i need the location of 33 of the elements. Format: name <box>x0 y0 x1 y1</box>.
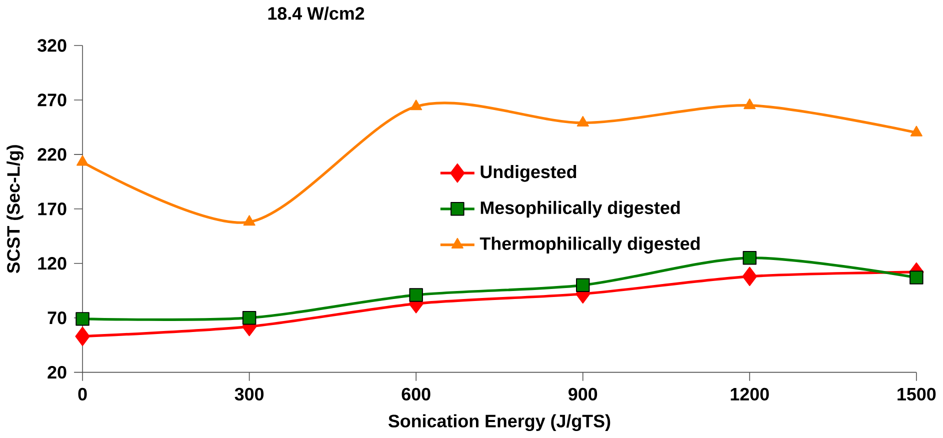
y-tick-label: 70 <box>48 312 66 324</box>
point <box>76 312 90 326</box>
legend-label: Thermophilically digested <box>480 236 700 254</box>
point <box>76 155 89 166</box>
x-axis-title: Sonication Energy (J/gTS) <box>388 414 610 432</box>
x-tick-label: 300 <box>234 388 264 401</box>
point <box>742 251 757 265</box>
point <box>409 288 423 302</box>
legend-label: Mesophilically digested <box>480 201 680 218</box>
point <box>243 215 256 226</box>
y-axis-title: SCST (Sec-L/g) <box>6 145 24 274</box>
x-tick-label: 900 <box>568 388 598 401</box>
point <box>910 270 924 285</box>
point <box>242 311 256 325</box>
x-tick-label: 1200 <box>730 388 769 401</box>
point <box>576 278 590 292</box>
point <box>410 100 422 110</box>
legend-label: Undigested <box>480 165 576 182</box>
y-tick-label: 220 <box>38 148 66 161</box>
point <box>744 98 756 110</box>
point <box>742 266 758 286</box>
y-tick-label: 120 <box>38 257 66 270</box>
point <box>576 116 589 127</box>
x-tick-label: 600 <box>402 388 430 401</box>
x-tick-label: 1500 <box>898 388 936 401</box>
y-tick-label: 320 <box>38 39 66 52</box>
point <box>910 126 922 137</box>
y-tick-label: 270 <box>38 94 66 106</box>
y-tick-label: 170 <box>38 202 66 216</box>
point <box>75 326 90 346</box>
y-tick-label: 20 <box>48 366 66 379</box>
x-tick-label: 0 <box>78 388 87 401</box>
chart-title: 18.4 W/cm2 <box>268 6 364 20</box>
